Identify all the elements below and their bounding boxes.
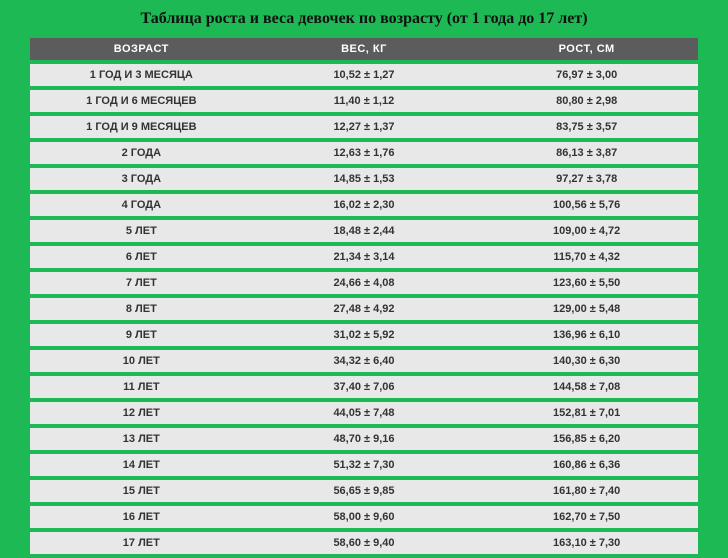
age-cell: 17 ЛЕТ bbox=[30, 532, 253, 554]
height-cell: 156,85 ± 6,20 bbox=[475, 428, 698, 450]
table-row: 8 ЛЕТ27,48 ± 4,92129,00 ± 5,48 bbox=[30, 298, 698, 320]
growth-table: ВОЗРАСТВЕС, КГРОСТ, СМ1 ГОД И 3 МЕСЯЦА10… bbox=[30, 34, 698, 558]
height-cell: 80,80 ± 2,98 bbox=[475, 90, 698, 112]
age-cell: 1 ГОД И 9 МЕСЯЦЕВ bbox=[30, 116, 253, 138]
weight-cell: 12,63 ± 1,76 bbox=[253, 142, 476, 164]
age-cell: 7 ЛЕТ bbox=[30, 272, 253, 294]
table-row: 7 ЛЕТ24,66 ± 4,08123,60 ± 5,50 bbox=[30, 272, 698, 294]
weight-cell: 16,02 ± 2,30 bbox=[253, 194, 476, 216]
table-row: 9 ЛЕТ31,02 ± 5,92136,96 ± 6,10 bbox=[30, 324, 698, 346]
table-row: 10 ЛЕТ34,32 ± 6,40140,30 ± 6,30 bbox=[30, 350, 698, 372]
height-cell: 161,80 ± 7,40 bbox=[475, 480, 698, 502]
table-row: 1 ГОД И 3 МЕСЯЦА10,52 ± 1,2776,97 ± 3,00 bbox=[30, 64, 698, 86]
age-cell: 3 ГОДА bbox=[30, 168, 253, 190]
age-cell: 16 ЛЕТ bbox=[30, 506, 253, 528]
height-cell: 115,70 ± 4,32 bbox=[475, 246, 698, 268]
age-cell: 14 ЛЕТ bbox=[30, 454, 253, 476]
height-cell: 152,81 ± 7,01 bbox=[475, 402, 698, 424]
weight-cell: 12,27 ± 1,37 bbox=[253, 116, 476, 138]
table-row: 1 ГОД И 6 МЕСЯЦЕВ11,40 ± 1,1280,80 ± 2,9… bbox=[30, 90, 698, 112]
weight-cell: 56,65 ± 9,85 bbox=[253, 480, 476, 502]
height-cell: 163,10 ± 7,30 bbox=[475, 532, 698, 554]
age-cell: 8 ЛЕТ bbox=[30, 298, 253, 320]
age-cell: 9 ЛЕТ bbox=[30, 324, 253, 346]
weight-cell: 27,48 ± 4,92 bbox=[253, 298, 476, 320]
height-cell: 123,60 ± 5,50 bbox=[475, 272, 698, 294]
weight-cell: 31,02 ± 5,92 bbox=[253, 324, 476, 346]
table-row: 16 ЛЕТ58,00 ± 9,60162,70 ± 7,50 bbox=[30, 506, 698, 528]
weight-cell: 58,60 ± 9,40 bbox=[253, 532, 476, 554]
height-cell: 83,75 ± 3,57 bbox=[475, 116, 698, 138]
table-row: 13 ЛЕТ48,70 ± 9,16156,85 ± 6,20 bbox=[30, 428, 698, 450]
height-cell: 76,97 ± 3,00 bbox=[475, 64, 698, 86]
weight-cell: 11,40 ± 1,12 bbox=[253, 90, 476, 112]
weight-cell: 44,05 ± 7,48 bbox=[253, 402, 476, 424]
table-row: 2 ГОДА12,63 ± 1,7686,13 ± 3,87 bbox=[30, 142, 698, 164]
weight-cell: 21,34 ± 3,14 bbox=[253, 246, 476, 268]
table-row: 15 ЛЕТ56,65 ± 9,85161,80 ± 7,40 bbox=[30, 480, 698, 502]
age-cell: 4 ГОДА bbox=[30, 194, 253, 216]
table-header-cell: РОСТ, СМ bbox=[475, 38, 698, 60]
weight-cell: 24,66 ± 4,08 bbox=[253, 272, 476, 294]
table-row: 4 ГОДА16,02 ± 2,30100,56 ± 5,76 bbox=[30, 194, 698, 216]
age-cell: 1 ГОД И 3 МЕСЯЦА bbox=[30, 64, 253, 86]
age-cell: 11 ЛЕТ bbox=[30, 376, 253, 398]
weight-cell: 14,85 ± 1,53 bbox=[253, 168, 476, 190]
weight-cell: 51,32 ± 7,30 bbox=[253, 454, 476, 476]
table-row: 12 ЛЕТ44,05 ± 7,48152,81 ± 7,01 bbox=[30, 402, 698, 424]
height-cell: 160,86 ± 6,36 bbox=[475, 454, 698, 476]
table-row: 14 ЛЕТ51,32 ± 7,30160,86 ± 6,36 bbox=[30, 454, 698, 476]
age-cell: 6 ЛЕТ bbox=[30, 246, 253, 268]
weight-cell: 18,48 ± 2,44 bbox=[253, 220, 476, 242]
table-row: 11 ЛЕТ37,40 ± 7,06144,58 ± 7,08 bbox=[30, 376, 698, 398]
table-row: 5 ЛЕТ18,48 ± 2,44109,00 ± 4,72 bbox=[30, 220, 698, 242]
table-header-cell: ВЕС, КГ bbox=[253, 38, 476, 60]
table-row: 6 ЛЕТ21,34 ± 3,14115,70 ± 4,32 bbox=[30, 246, 698, 268]
weight-cell: 34,32 ± 6,40 bbox=[253, 350, 476, 372]
age-cell: 1 ГОД И 6 МЕСЯЦЕВ bbox=[30, 90, 253, 112]
weight-cell: 10,52 ± 1,27 bbox=[253, 64, 476, 86]
height-cell: 86,13 ± 3,87 bbox=[475, 142, 698, 164]
height-cell: 129,00 ± 5,48 bbox=[475, 298, 698, 320]
height-cell: 136,96 ± 6,10 bbox=[475, 324, 698, 346]
table-row: 3 ГОДА14,85 ± 1,5397,27 ± 3,78 bbox=[30, 168, 698, 190]
table-row: 17 ЛЕТ58,60 ± 9,40163,10 ± 7,30 bbox=[30, 532, 698, 554]
age-cell: 10 ЛЕТ bbox=[30, 350, 253, 372]
height-cell: 140,30 ± 6,30 bbox=[475, 350, 698, 372]
height-cell: 100,56 ± 5,76 bbox=[475, 194, 698, 216]
table-header-cell: ВОЗРАСТ bbox=[30, 38, 253, 60]
height-cell: 144,58 ± 7,08 bbox=[475, 376, 698, 398]
table-title: Таблица роста и веса девочек по возрасту… bbox=[30, 6, 698, 34]
table-header-row: ВОЗРАСТВЕС, КГРОСТ, СМ bbox=[30, 38, 698, 60]
height-cell: 97,27 ± 3,78 bbox=[475, 168, 698, 190]
age-cell: 12 ЛЕТ bbox=[30, 402, 253, 424]
height-cell: 109,00 ± 4,72 bbox=[475, 220, 698, 242]
weight-cell: 58,00 ± 9,60 bbox=[253, 506, 476, 528]
age-cell: 2 ГОДА bbox=[30, 142, 253, 164]
table-row: 1 ГОД И 9 МЕСЯЦЕВ12,27 ± 1,3783,75 ± 3,5… bbox=[30, 116, 698, 138]
weight-cell: 37,40 ± 7,06 bbox=[253, 376, 476, 398]
height-cell: 162,70 ± 7,50 bbox=[475, 506, 698, 528]
age-cell: 15 ЛЕТ bbox=[30, 480, 253, 502]
age-cell: 13 ЛЕТ bbox=[30, 428, 253, 450]
age-cell: 5 ЛЕТ bbox=[30, 220, 253, 242]
weight-cell: 48,70 ± 9,16 bbox=[253, 428, 476, 450]
